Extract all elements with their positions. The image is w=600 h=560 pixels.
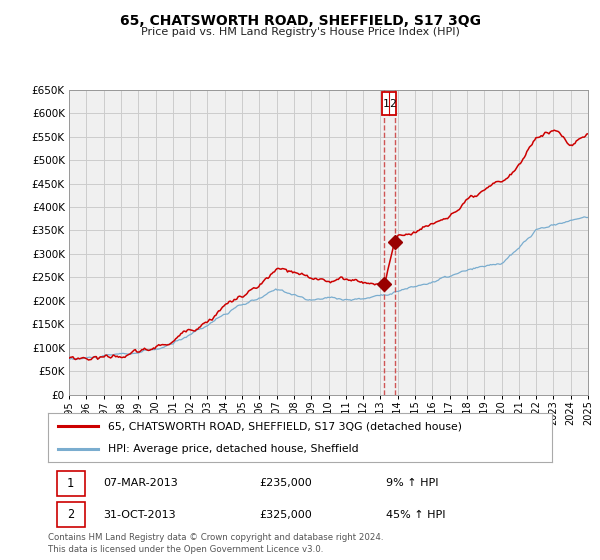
Text: 9% ↑ HPI: 9% ↑ HPI: [386, 478, 438, 488]
Text: 1: 1: [382, 99, 389, 109]
Bar: [382, 92, 396, 115]
FancyBboxPatch shape: [57, 502, 85, 528]
Text: 1: 1: [67, 477, 74, 490]
Text: £325,000: £325,000: [260, 510, 313, 520]
Text: Contains HM Land Registry data © Crown copyright and database right 2024.
This d: Contains HM Land Registry data © Crown c…: [48, 533, 383, 554]
Text: 07-MAR-2013: 07-MAR-2013: [103, 478, 178, 488]
Text: HPI: Average price, detached house, Sheffield: HPI: Average price, detached house, Shef…: [109, 444, 359, 454]
Text: 2: 2: [67, 508, 74, 521]
Text: 2: 2: [389, 99, 396, 109]
Text: 31-OCT-2013: 31-OCT-2013: [103, 510, 176, 520]
Text: 45% ↑ HPI: 45% ↑ HPI: [386, 510, 445, 520]
Text: 65, CHATSWORTH ROAD, SHEFFIELD, S17 3QG: 65, CHATSWORTH ROAD, SHEFFIELD, S17 3QG: [119, 14, 481, 28]
Text: Price paid vs. HM Land Registry's House Price Index (HPI): Price paid vs. HM Land Registry's House …: [140, 27, 460, 37]
Text: £235,000: £235,000: [260, 478, 313, 488]
Text: 65, CHATSWORTH ROAD, SHEFFIELD, S17 3QG (detached house): 65, CHATSWORTH ROAD, SHEFFIELD, S17 3QG …: [109, 421, 463, 431]
FancyBboxPatch shape: [57, 470, 85, 496]
